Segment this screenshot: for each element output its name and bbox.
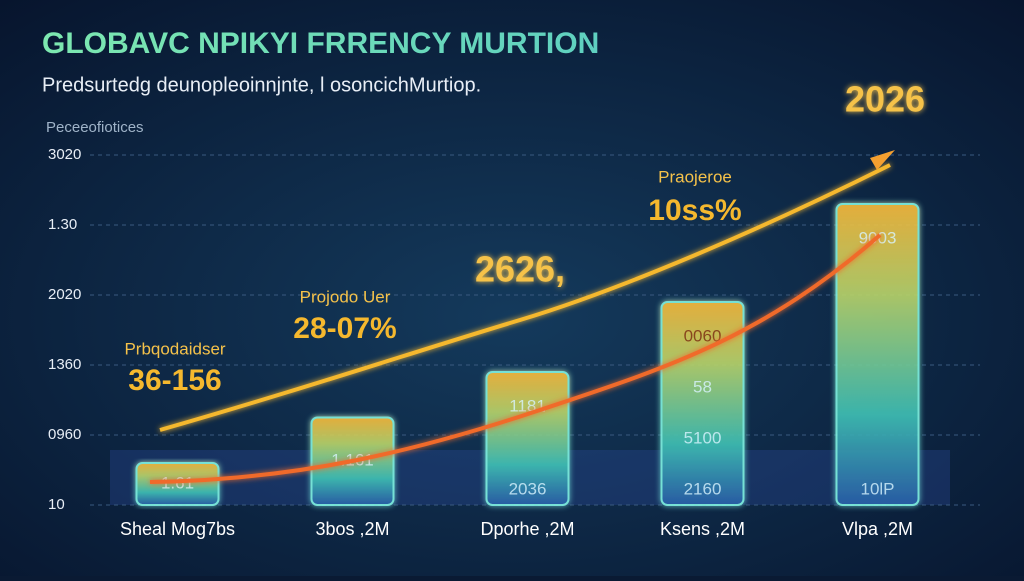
- y-tick-label: 2020: [48, 286, 81, 303]
- y-tick-label: 1360: [48, 356, 81, 373]
- bar-label: 0060: [684, 326, 722, 345]
- x-tick-label: 3bos ,2M: [315, 519, 389, 539]
- y-tick-label: 1.30: [48, 216, 77, 233]
- y-tick-label: 10: [48, 496, 65, 513]
- annotation-label: Prbqodaidser: [124, 339, 225, 358]
- bar: [660, 301, 745, 506]
- annotation-value: 2026: [845, 79, 925, 120]
- annotation-value: 28-07%: [293, 312, 396, 345]
- y-tick-label: 3020: [48, 146, 81, 163]
- x-tick-label: Sheal Mog7bs: [120, 519, 235, 539]
- bar-label: 58: [693, 377, 712, 396]
- y-tick-label: 0960: [48, 426, 81, 443]
- chart-subtitle: Predsurtedg deunopleoinnjnte, l osoncich…: [42, 74, 481, 96]
- x-tick-label: Ksens ,2M: [660, 519, 745, 539]
- trend-line: [149, 233, 882, 484]
- y-axis-label: Peceeofiotices: [46, 119, 144, 136]
- bar-label: 10lP: [860, 479, 894, 498]
- arrow-head: [870, 150, 895, 170]
- annotation-value: 10ss%: [648, 194, 741, 227]
- x-tick-label: Vlpa ,2M: [842, 519, 913, 539]
- bar-label: 2036: [509, 479, 547, 498]
- annotation-label: Praojeroe: [658, 167, 732, 186]
- bar: [835, 203, 920, 506]
- annotation-value: 36-156: [128, 364, 221, 397]
- chart-title: GLOBAVC NPIKYI FRRENCY MURTION: [42, 27, 599, 60]
- trend-line: [159, 163, 891, 432]
- annotation-value: 2626,: [475, 249, 565, 290]
- annotation-label: Projodo Uer: [300, 287, 391, 306]
- bar-label: 2160: [684, 479, 722, 498]
- bar: [135, 462, 220, 506]
- bar-label: 5100: [684, 428, 722, 447]
- x-tick-label: Dporhe ,2M: [480, 519, 574, 539]
